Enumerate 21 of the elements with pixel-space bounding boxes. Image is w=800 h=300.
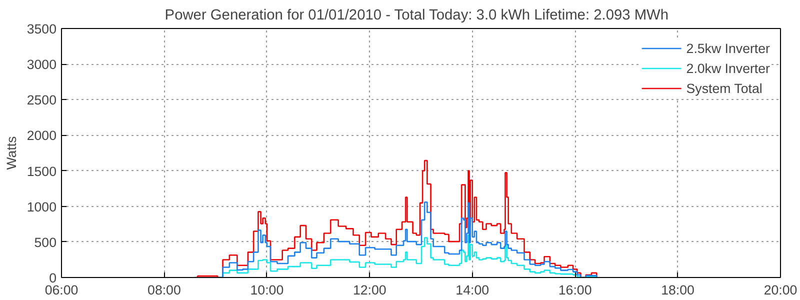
x-tick-label: 20:00 [764,282,798,298]
x-tick-label: 16:00 [558,282,592,298]
legend-label: 2.0kw Inverter [686,60,770,76]
chart-title: Power Generation for 01/01/2010 - Total Today: 3.0 kWh Lifetime: 2.093 MWh [164,8,669,24]
x-tick-label: 10:00 [250,282,284,298]
y-tick-label: 0 [49,270,57,286]
legend-label: 2.5kw Inverter [686,40,770,56]
y-tick-label: 3000 [26,57,57,72]
y-tick-label: 2000 [26,128,57,144]
y-tick-label: 1000 [26,199,57,214]
y-tick-label: 500 [34,234,57,250]
y-axis-title: Watts [4,136,19,170]
x-tick-label: 08:00 [148,282,181,298]
x-tick-label: 18:00 [661,282,694,298]
y-tick-label: 3500 [26,22,57,36]
y-tick-label: 1500 [26,164,57,179]
y-tick-label: 2500 [26,92,57,108]
legend-label: System Total [686,80,762,96]
x-tick-label: 12:00 [352,282,386,298]
x-tick-label: 14:00 [456,282,490,298]
x-tick-label: 06:00 [44,282,78,298]
